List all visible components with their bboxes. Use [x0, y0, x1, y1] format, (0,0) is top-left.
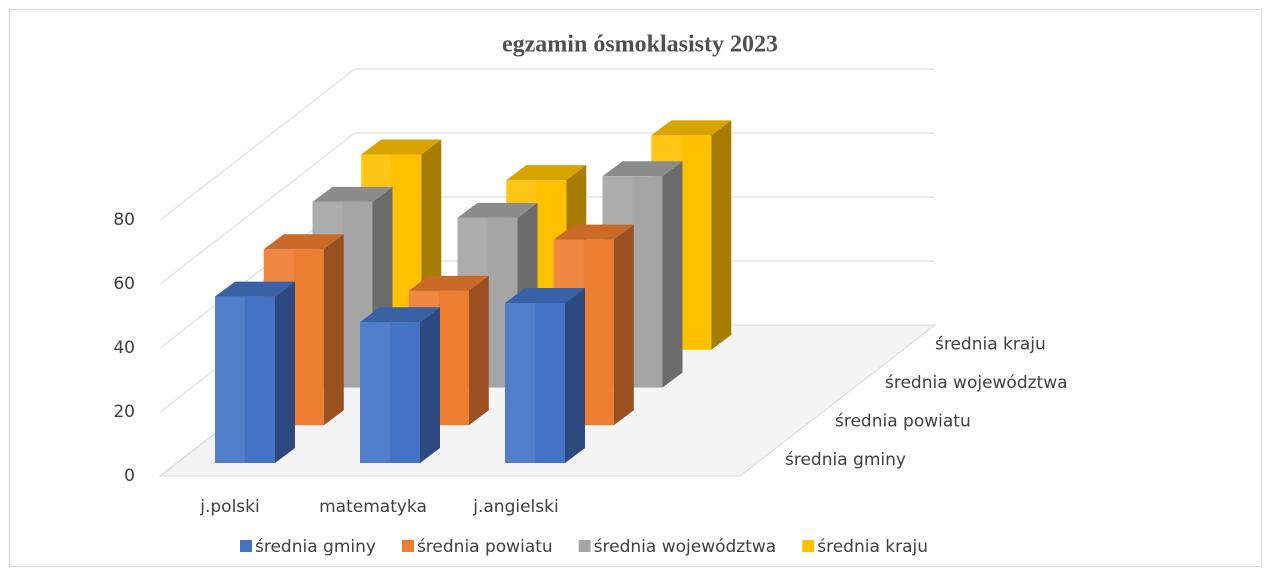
x-tick-label: j.polski [199, 497, 259, 517]
y-tick-label: 40 [113, 338, 135, 358]
bar-top-shade [312, 186, 393, 202]
x-tick-label: matematyka [319, 497, 427, 517]
bar-front [360, 322, 420, 463]
bar-top [457, 202, 538, 218]
bar-side-shade [711, 120, 732, 350]
bar-side-shade [275, 281, 295, 463]
bar-front-light [215, 296, 245, 463]
bar-side [420, 307, 440, 463]
y-tick-label: 80 [113, 210, 135, 230]
bar-side-shade [662, 161, 683, 388]
bar-side-shade [468, 275, 489, 426]
bar-side [711, 120, 732, 350]
bar-side-shade [565, 288, 585, 463]
bar [360, 307, 440, 463]
bar-top-shade [215, 281, 295, 297]
bar-side [468, 275, 489, 426]
bar-top-shade [408, 275, 489, 291]
legend-swatch [802, 540, 815, 552]
bar-top [651, 120, 732, 136]
x-tick-label: j.angielski [472, 497, 558, 517]
bar-top [361, 139, 442, 155]
bar-top [553, 224, 634, 240]
legend-label: średnia gminy [255, 537, 376, 557]
bar-side [565, 288, 585, 463]
grid-line [159, 132, 935, 285]
bar-top-shade [457, 202, 538, 218]
bar-top-shade [553, 224, 634, 240]
legend-label: średnia powiatu [417, 537, 553, 557]
bar-top [215, 281, 295, 297]
bar-top [360, 307, 440, 323]
legend-label: średnia kraju [817, 537, 928, 557]
legend-label: średnia województwa [594, 537, 777, 557]
depth-label: średnia kraju [935, 335, 1046, 355]
bar-top-shade [505, 288, 585, 303]
depth-label: średnia województwa [885, 373, 1068, 393]
depth-label: średnia gminy [785, 450, 906, 470]
bar-side-shade [420, 307, 440, 463]
bar-front [215, 296, 275, 463]
y-tick-label: 60 [113, 274, 135, 294]
grid-line [159, 68, 935, 221]
bar-top [408, 275, 489, 291]
bar-top [312, 186, 393, 202]
bar-top-shade [506, 165, 587, 181]
bar-front [505, 303, 565, 463]
bar-top-shade [263, 234, 344, 250]
legend-swatch [578, 540, 591, 552]
bar-top [506, 165, 587, 181]
bar [505, 288, 585, 463]
bar-top-shade [602, 161, 683, 177]
depth-label: średnia powiatu [835, 412, 971, 432]
bar-top [505, 288, 585, 303]
bar-top-shade [361, 139, 442, 155]
bar-top [263, 234, 344, 250]
y-tick-label: 0 [124, 466, 135, 486]
legend-swatch [401, 540, 414, 552]
chart-title: egzamin ósmoklasisty 2023 [502, 32, 778, 58]
legend-swatch [240, 540, 252, 552]
bar-side [323, 234, 344, 426]
bar-side-shade [613, 224, 634, 426]
bar-top [602, 161, 683, 177]
bar-side [275, 281, 295, 463]
bar-top-shade [360, 307, 440, 323]
bar-side [662, 161, 683, 388]
bar-front-light [505, 303, 535, 463]
bar [215, 281, 295, 463]
bar-side-shade [323, 234, 344, 426]
bar-front-light [360, 322, 390, 463]
y-tick-label: 20 [113, 402, 135, 422]
bar-top-shade [651, 120, 732, 136]
bar-side [613, 224, 634, 426]
